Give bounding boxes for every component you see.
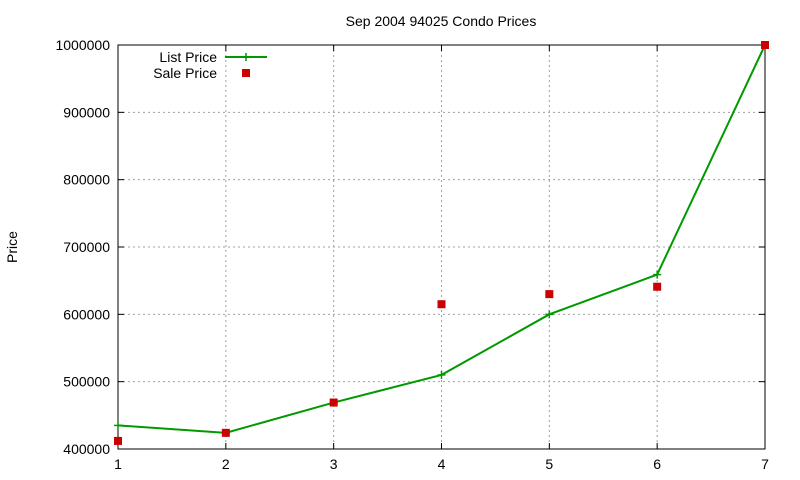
x-tick-label: 6 [653, 456, 661, 472]
x-tick-label: 3 [330, 456, 338, 472]
sale-price-point [329, 398, 338, 407]
sale-price-point [761, 41, 769, 49]
axis-ticks: 1 2 3 4 5 6 7 400000 500000 600000 700000 800000 900… [55, 37, 769, 472]
y-tick-label: 900000 [63, 104, 110, 120]
sale-price-point [221, 428, 230, 437]
sale-price-point [437, 300, 446, 309]
list-price-point [437, 370, 446, 379]
list-price-point [545, 310, 554, 319]
sale-price-point [545, 290, 554, 299]
y-tick-label: 800000 [63, 172, 110, 188]
series-layer [114, 41, 769, 445]
y-tick-label: 700000 [63, 239, 110, 255]
legend-label: List Price [159, 49, 217, 65]
list-price-point [653, 270, 662, 279]
plot-frame [117, 44, 766, 450]
y-axis-label: Price [4, 231, 20, 263]
legend-plus-swatch [242, 53, 250, 61]
sale-price-point [114, 436, 122, 445]
grid-lines [118, 45, 765, 449]
y-tick-label: 600000 [63, 306, 110, 322]
legend-label: Sale Price [153, 65, 217, 81]
x-tick-label: 7 [761, 456, 769, 472]
x-tick-label: 2 [222, 456, 230, 472]
legend-square-swatch [242, 69, 250, 77]
chart-title: Sep 2004 94025 Condo Prices [346, 13, 537, 29]
x-tick-label: 1 [114, 456, 122, 472]
sale-price-point [653, 282, 662, 291]
x-tick-label: 4 [438, 456, 446, 472]
y-tick-label: 500000 [63, 374, 110, 390]
y-tick-label: 1000000 [55, 37, 110, 53]
list-price-point [114, 421, 122, 430]
x-tick-label: 5 [545, 456, 553, 472]
y-tick-label: 400000 [63, 441, 110, 457]
